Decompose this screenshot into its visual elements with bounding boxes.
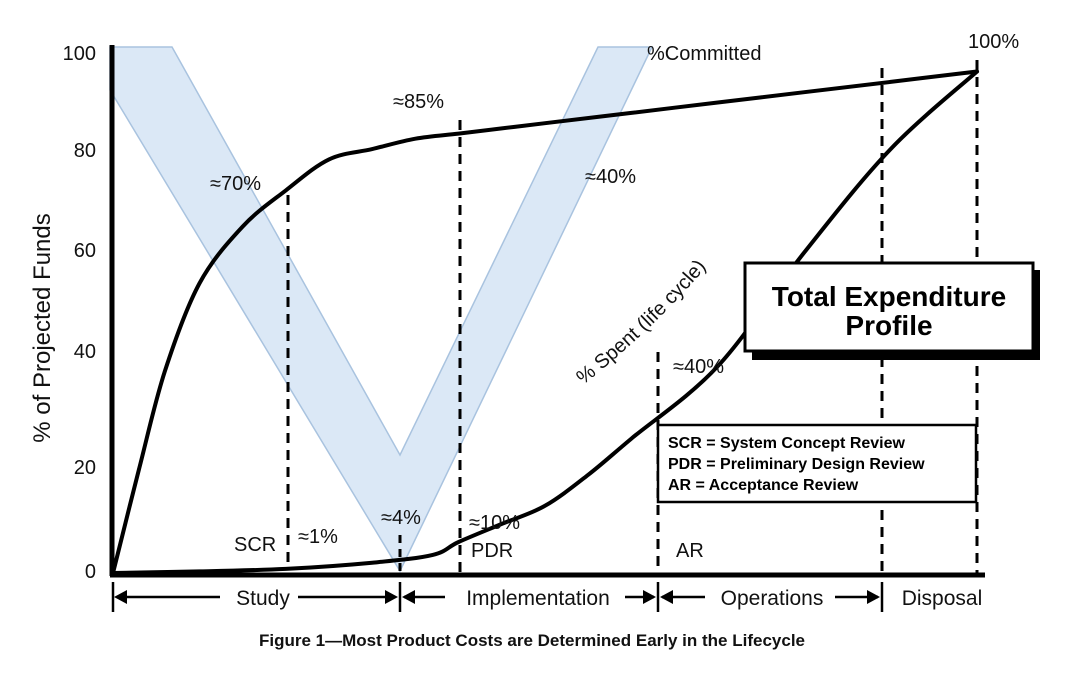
y-tick-label: 20 (74, 457, 96, 479)
study-arrowhead-right (385, 590, 398, 604)
y-tick-label: 60 (74, 240, 96, 262)
commitment-v-band (109, 46, 654, 573)
chart-title-line-2: Profile (845, 310, 932, 341)
y-tick-label: 0 (85, 561, 96, 583)
implementation-arrowhead-right (643, 590, 656, 604)
pdr-milestone-label: PDR (471, 540, 513, 562)
figure-caption: Figure 1—Most Product Costs are Determin… (259, 631, 805, 650)
committed-series-label: %Committed (647, 43, 761, 65)
committed-at-pdr-label: ≈85% (393, 91, 444, 113)
spent-at-pdr-label: ≈10% (469, 512, 520, 534)
committed-curve (111, 69, 979, 575)
spent-at-four-label: ≈4% (381, 507, 421, 529)
disposal-phase-label: Disposal (902, 587, 983, 610)
v-band-label: ≈40% (585, 166, 636, 188)
legend-scr: SCR = System Concept Review (668, 435, 906, 452)
ar-milestone-label: AR (676, 540, 704, 562)
y-tick-label: 80 (74, 140, 96, 162)
spent-curve (111, 69, 979, 575)
committed-at-scr-label: ≈70% (210, 173, 261, 195)
scr-milestone-label: SCR (234, 534, 276, 556)
y-axis-label: % of Projected Funds (29, 213, 56, 442)
study-phase-label: Study (236, 587, 290, 610)
operations-arrowhead-left (660, 590, 673, 604)
operations-arrowhead-right (867, 590, 880, 604)
legend-ar: AR = Acceptance Review (668, 477, 859, 494)
committed-at-end-label: 100% (968, 31, 1019, 53)
legend-pdr: PDR = Preliminary Design Review (668, 456, 925, 473)
title-box (743, 261, 1035, 353)
study-arrowhead-left (114, 590, 127, 604)
implementation-phase-label: Implementation (466, 587, 610, 610)
spent-at-scr-label: ≈1% (298, 526, 338, 548)
y-tick-label: 100 (63, 43, 96, 65)
spent-at-ar-label: ≈40% (673, 356, 724, 378)
y-tick-label: 40 (74, 341, 96, 363)
legend-box (656, 423, 978, 504)
operations-phase-label: Operations (721, 587, 824, 610)
chart-title-line-1: Total Expenditure (772, 281, 1006, 312)
implementation-arrowhead-left (402, 590, 415, 604)
